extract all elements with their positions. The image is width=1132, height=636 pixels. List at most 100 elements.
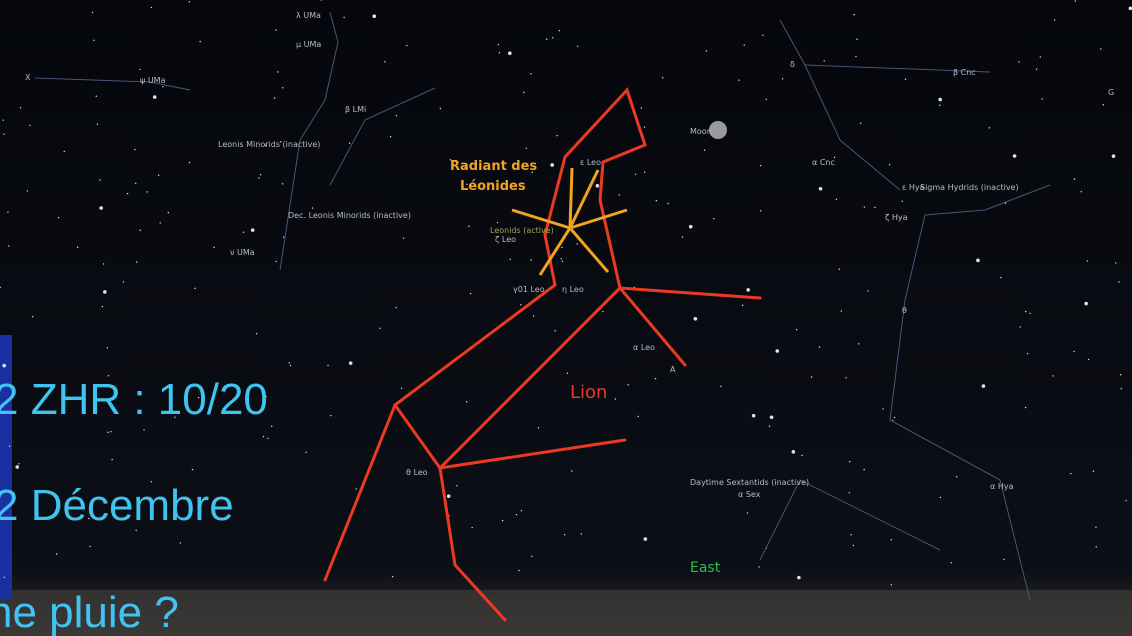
star [135, 183, 136, 184]
star [855, 56, 856, 57]
star [93, 40, 94, 41]
star [4, 577, 5, 578]
star [146, 191, 147, 192]
star [533, 315, 534, 316]
star [556, 135, 557, 136]
star [180, 542, 181, 543]
radiant-label: Léonides [460, 179, 526, 194]
star [581, 533, 582, 534]
star [758, 566, 759, 567]
star [468, 226, 469, 227]
star [58, 217, 59, 218]
star [470, 293, 471, 294]
star [1003, 559, 1004, 560]
star [905, 78, 906, 79]
star [1054, 19, 1055, 20]
radiant-label: Radiant des [450, 159, 537, 174]
slide-text: ne pluie ? [0, 588, 179, 636]
star [655, 378, 656, 379]
star-label: A [670, 365, 676, 374]
star [1095, 526, 1096, 527]
star [1070, 473, 1071, 474]
star [951, 562, 952, 563]
star [531, 556, 532, 557]
star [96, 96, 97, 97]
star [1052, 375, 1053, 376]
star [637, 416, 638, 417]
star [1115, 262, 1116, 263]
star [775, 349, 779, 353]
star-label: η Leo [562, 285, 584, 294]
star [1081, 191, 1082, 192]
star [1120, 374, 1121, 375]
star [466, 401, 467, 402]
star [1029, 313, 1030, 314]
star [349, 361, 353, 365]
star [92, 12, 93, 13]
star [256, 333, 257, 334]
star [619, 194, 620, 195]
star [275, 261, 276, 262]
star [770, 415, 774, 419]
star [508, 51, 512, 55]
star [744, 44, 745, 45]
star [858, 343, 859, 344]
star [3, 119, 4, 120]
star [290, 365, 291, 366]
star [956, 476, 957, 477]
star [853, 14, 854, 15]
star [7, 212, 8, 213]
star [819, 346, 820, 347]
star [644, 537, 648, 541]
star [860, 122, 861, 123]
star [189, 1, 190, 2]
star [1121, 388, 1122, 389]
star [849, 492, 850, 493]
star [554, 330, 555, 331]
star [396, 115, 397, 116]
star [644, 126, 645, 127]
star [662, 77, 663, 78]
star [615, 398, 616, 399]
star [8, 245, 9, 246]
star [641, 107, 642, 108]
star [282, 183, 283, 184]
star [530, 73, 531, 74]
star-label: Moon [690, 127, 712, 136]
star [440, 108, 441, 109]
star [379, 328, 380, 329]
star [823, 60, 824, 61]
star [864, 206, 865, 207]
star [103, 290, 107, 294]
star [153, 95, 157, 99]
star [403, 238, 404, 239]
star [192, 469, 193, 470]
star [520, 304, 521, 305]
star [571, 470, 572, 471]
star [982, 384, 986, 388]
star [213, 247, 214, 248]
star [891, 539, 892, 540]
star [1084, 302, 1088, 306]
star [406, 45, 407, 46]
sky-chart: λ UMaμ UMaψ UMaXβ LMiLeonis Minorids (in… [0, 0, 1132, 636]
star-label: X [25, 73, 31, 82]
star [498, 44, 499, 45]
star [158, 175, 159, 176]
star [706, 50, 707, 51]
star [127, 193, 128, 194]
star [891, 584, 892, 585]
star-label: G [1108, 88, 1114, 97]
star [260, 174, 261, 175]
star [989, 127, 990, 128]
star [64, 151, 65, 152]
star [782, 78, 783, 79]
star [1087, 260, 1088, 261]
star [562, 261, 563, 262]
star [343, 17, 344, 18]
star [384, 61, 385, 62]
star [189, 162, 190, 163]
star [752, 414, 756, 418]
star [510, 258, 511, 259]
star [289, 362, 290, 363]
